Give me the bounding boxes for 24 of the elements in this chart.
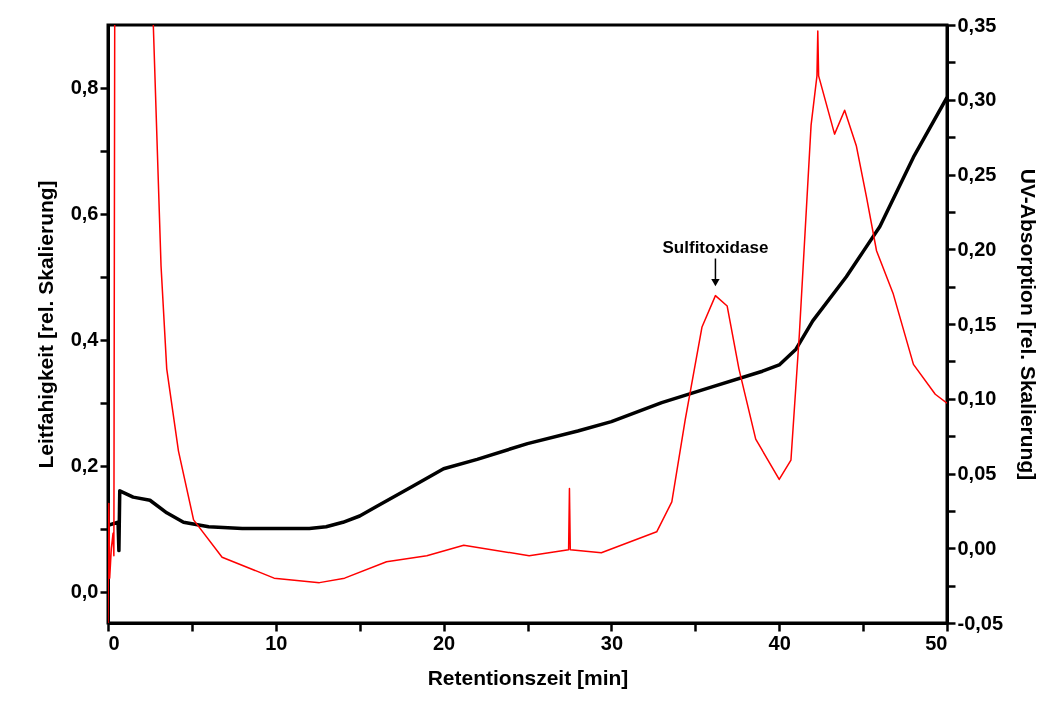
x-tick-label: 30	[600, 631, 624, 654]
x-axis-title: Retentionszeit [min]	[427, 665, 629, 689]
x-tick-label: 10	[265, 631, 288, 654]
y-tick-label: 0,8	[70, 76, 99, 99]
y2-tick-label: 0,10	[957, 387, 997, 410]
y2-tick-label: 0,25	[957, 163, 997, 185]
y2-tick-label: 0,05	[957, 462, 997, 484]
y-axis-title: Leitfahigkeit [rel. Skalierung]	[33, 180, 57, 469]
x-tick-label: 50	[925, 631, 948, 654]
y2-tick-label: 0,30	[957, 88, 997, 111]
y-tick-label: 0,0	[70, 580, 99, 603]
x-tick-label: 40	[768, 631, 791, 654]
y2-tick-label: 0,35	[957, 13, 997, 36]
y-tick-label: 0,2	[70, 454, 99, 477]
y2-tick-label: -0,05	[957, 611, 1004, 634]
y-tick-label: 0,6	[70, 202, 99, 225]
y-tick-label: 0,4	[70, 328, 100, 351]
y2-tick-label: 0,20	[957, 237, 997, 260]
annotation: Sulfitoxidase	[662, 237, 769, 257]
x-tick-label: 20	[432, 631, 456, 654]
y2-axis-title: UV-Absorption [rel. Skalierung]	[1017, 168, 1041, 481]
y2-tick-label: 0,00	[957, 536, 997, 559]
x-tick-label: 0	[108, 631, 120, 654]
y2-tick-label: 0,15	[957, 312, 997, 335]
